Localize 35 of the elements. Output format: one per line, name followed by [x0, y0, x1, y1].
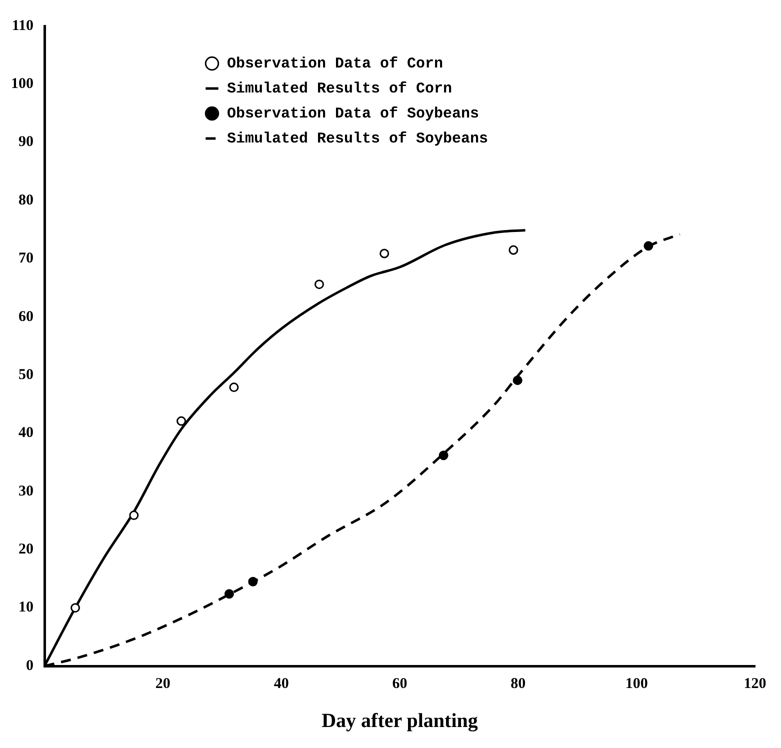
y-tick-label: 90	[18, 134, 34, 150]
point	[512, 376, 522, 386]
legend-label: Observation Data of Corn	[227, 55, 444, 72]
y-tick-label: 80	[18, 192, 34, 208]
y-tick-label: 50	[18, 366, 34, 383]
y-tick-label: 110	[12, 18, 34, 34]
x-tick-label: 100	[625, 676, 648, 692]
point	[380, 248, 390, 258]
y-tick-label: 60	[18, 308, 34, 325]
point	[229, 382, 239, 392]
legend-label: Simulated Results of Corn	[227, 80, 452, 98]
x-tick-label: 60	[392, 676, 408, 692]
x-tick-label: 20	[155, 676, 170, 692]
y-tick-label: 0	[26, 658, 34, 674]
point	[508, 245, 518, 255]
point	[248, 576, 258, 586]
point	[176, 416, 186, 426]
point	[224, 589, 234, 599]
y-tick-label: 20	[18, 542, 34, 558]
x-tick-label: 120	[744, 676, 766, 692]
y-tick-label: 100	[11, 76, 34, 92]
y-tick-label: 40	[18, 425, 34, 442]
point	[70, 603, 80, 613]
point	[644, 241, 654, 251]
x-tick-label: 40	[274, 676, 289, 692]
legend-label: Observation Data of Soybeans	[227, 105, 480, 122]
point	[314, 280, 324, 290]
point	[129, 510, 139, 520]
x-axis-title: Day after planting	[322, 710, 478, 732]
x-tick-label: 80	[510, 676, 526, 692]
y-tick-label: 70	[18, 250, 34, 267]
legend-label: Simulated Results of Soybeans	[227, 130, 488, 148]
y-tick-label: 30	[18, 483, 34, 500]
y-tick-label: 10	[18, 600, 34, 616]
point	[438, 450, 448, 460]
